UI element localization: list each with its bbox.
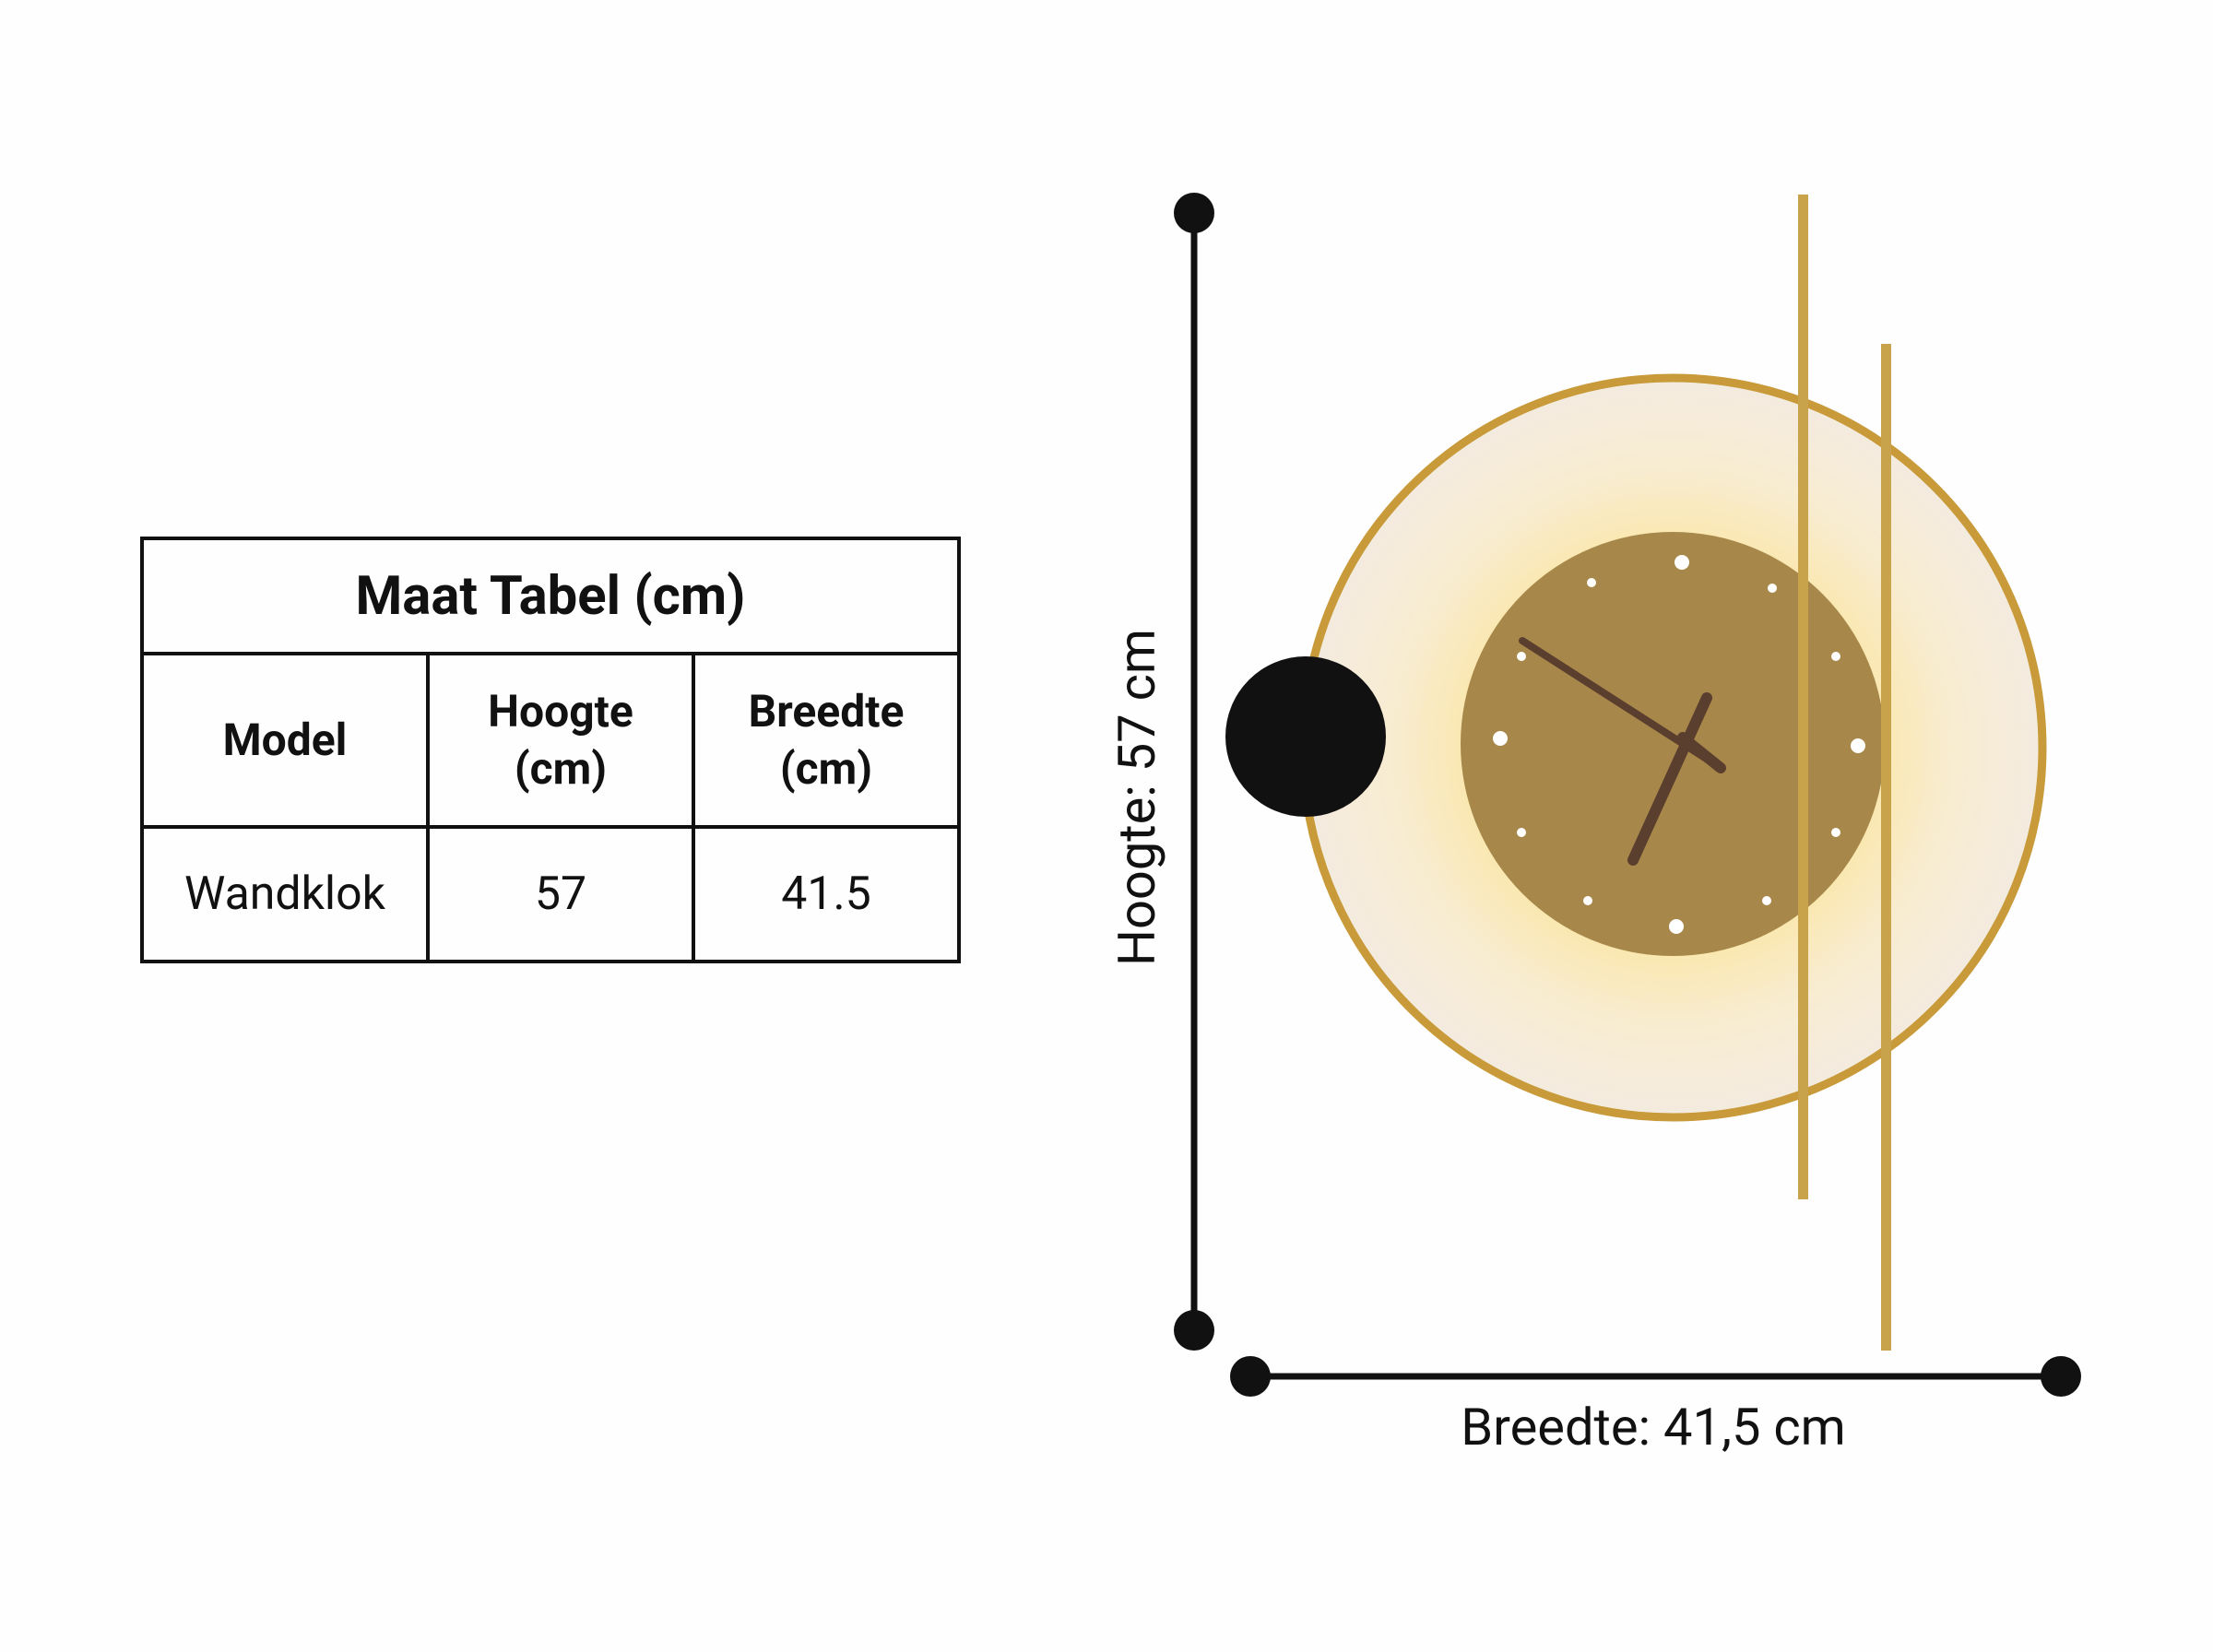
rod	[1798, 195, 1808, 1199]
header-cell: Hoogte (cm)	[426, 652, 695, 829]
hour-hand	[1627, 692, 1712, 866]
header-text: Model	[222, 713, 348, 766]
size-table: Maat Tabel (cm) Model Hoogte (cm) Breedt…	[140, 537, 961, 963]
endpoint	[2041, 1356, 2081, 1397]
width-label: Breedte: 41,5 cm	[1461, 1397, 1846, 1457]
header-text: Breedte (cm)	[748, 684, 905, 795]
cell: Wandklok	[140, 825, 430, 963]
header-cell: Breedte (cm)	[692, 652, 961, 829]
endpoint	[1174, 193, 1214, 233]
hour-dots	[1493, 555, 1865, 934]
hand-tail	[1677, 732, 1726, 773]
black-disc	[1225, 656, 1386, 817]
cell: 41.5	[692, 825, 961, 963]
cell: 57	[426, 825, 695, 963]
header-cell: Model	[140, 652, 430, 829]
dial	[1461, 532, 1885, 956]
endpoint	[1230, 1356, 1271, 1397]
rod	[1881, 344, 1891, 1351]
header-text: Hoogte (cm)	[488, 684, 633, 795]
endpoint	[1174, 1310, 1214, 1351]
table-title: Maat Tabel (cm)	[140, 537, 961, 655]
height-label: Hoogte: 57 cm	[1106, 629, 1167, 966]
